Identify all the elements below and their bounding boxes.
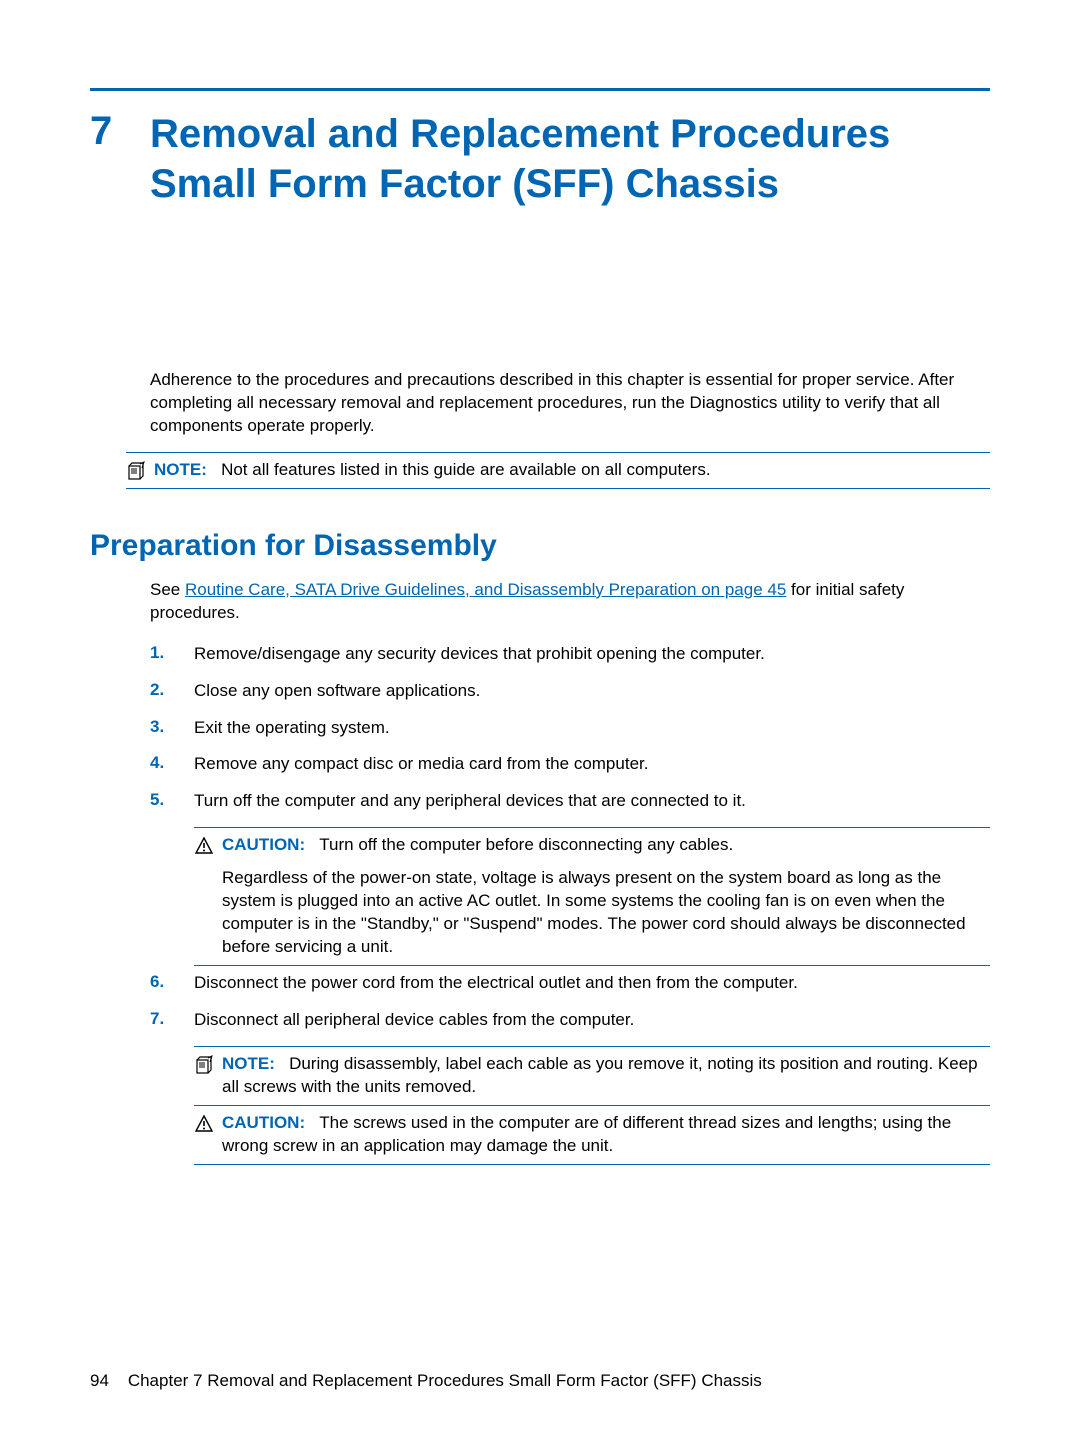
- caution-body: Turn off the computer before disconnecti…: [319, 835, 733, 854]
- step-number: 7.: [150, 1009, 194, 1032]
- caution-text-2: CAUTION: The screws used in the computer…: [222, 1112, 990, 1158]
- caution-paragraph: Regardless of the power-on state, voltag…: [222, 867, 990, 959]
- see-prefix: See: [150, 580, 185, 599]
- page-number: 94: [90, 1371, 109, 1390]
- step-number: 4.: [150, 753, 194, 776]
- see-link[interactable]: Routine Care, SATA Drive Guidelines, and…: [185, 580, 786, 599]
- chapter-number: 7: [90, 109, 150, 154]
- section-heading: Preparation for Disassembly: [90, 529, 990, 563]
- see-paragraph: See Routine Care, SATA Drive Guidelines,…: [150, 579, 990, 625]
- caution-icon: [194, 1114, 214, 1134]
- note-label-2: NOTE:: [222, 1054, 275, 1073]
- list-item: 6. Disconnect the power cord from the el…: [150, 972, 990, 995]
- note-icon: [194, 1055, 214, 1075]
- step-number: 6.: [150, 972, 194, 995]
- note-icon: [126, 461, 146, 481]
- step-number: 5.: [150, 790, 194, 813]
- step-text: Remove/disengage any security devices th…: [194, 643, 990, 666]
- note-label: NOTE:: [154, 460, 207, 479]
- list-item: 4. Remove any compact disc or media card…: [150, 753, 990, 776]
- caution-callout-2: CAUTION: The screws used in the computer…: [194, 1105, 990, 1165]
- note-body: Not all features listed in this guide ar…: [221, 460, 711, 479]
- caution-body-2: The screws used in the computer are of d…: [222, 1113, 951, 1155]
- list-item: 7. Disconnect all peripheral device cabl…: [150, 1009, 990, 1032]
- chapter-heading: 7 Removal and Replacement Procedures Sma…: [90, 109, 990, 209]
- step-number: 3.: [150, 717, 194, 740]
- top-rule: [90, 88, 990, 91]
- steps-list: 1. Remove/disengage any security devices…: [150, 643, 990, 814]
- step-text: Disconnect the power cord from the elect…: [194, 972, 990, 995]
- step-text: Close any open software applications.: [194, 680, 990, 703]
- note-body-2: During disassembly, label each cable as …: [222, 1054, 978, 1096]
- intro-paragraph: Adherence to the procedures and precauti…: [150, 369, 990, 438]
- note-callout: NOTE: Not all features listed in this gu…: [126, 452, 990, 489]
- note-callout-2: NOTE: During disassembly, label each cab…: [194, 1046, 990, 1105]
- footer-text: Chapter 7 Removal and Replacement Proced…: [128, 1371, 762, 1390]
- list-item: 3. Exit the operating system.: [150, 717, 990, 740]
- step-text: Exit the operating system.: [194, 717, 990, 740]
- note-text-2: NOTE: During disassembly, label each cab…: [222, 1053, 990, 1099]
- list-item: 1. Remove/disengage any security devices…: [150, 643, 990, 666]
- step-text: Turn off the computer and any peripheral…: [194, 790, 990, 813]
- step-text: Disconnect all peripheral device cables …: [194, 1009, 990, 1032]
- chapter-title: Removal and Replacement Procedures Small…: [150, 109, 990, 209]
- note-text: NOTE: Not all features listed in this gu…: [154, 459, 711, 482]
- list-item: 2. Close any open software applications.: [150, 680, 990, 703]
- step-text: Remove any compact disc or media card fr…: [194, 753, 990, 776]
- caution-callout: CAUTION: Turn off the computer before di…: [194, 827, 990, 966]
- step-number: 2.: [150, 680, 194, 703]
- steps-list-2: 6. Disconnect the power cord from the el…: [150, 972, 990, 1032]
- caution-label: CAUTION:: [222, 835, 305, 854]
- list-item: 5. Turn off the computer and any periphe…: [150, 790, 990, 813]
- caution-text: CAUTION: Turn off the computer before di…: [222, 834, 990, 959]
- caution-icon: [194, 836, 214, 856]
- page-footer: 94 Chapter 7 Removal and Replacement Pro…: [90, 1371, 762, 1391]
- step-number: 1.: [150, 643, 194, 666]
- caution-label-2: CAUTION:: [222, 1113, 305, 1132]
